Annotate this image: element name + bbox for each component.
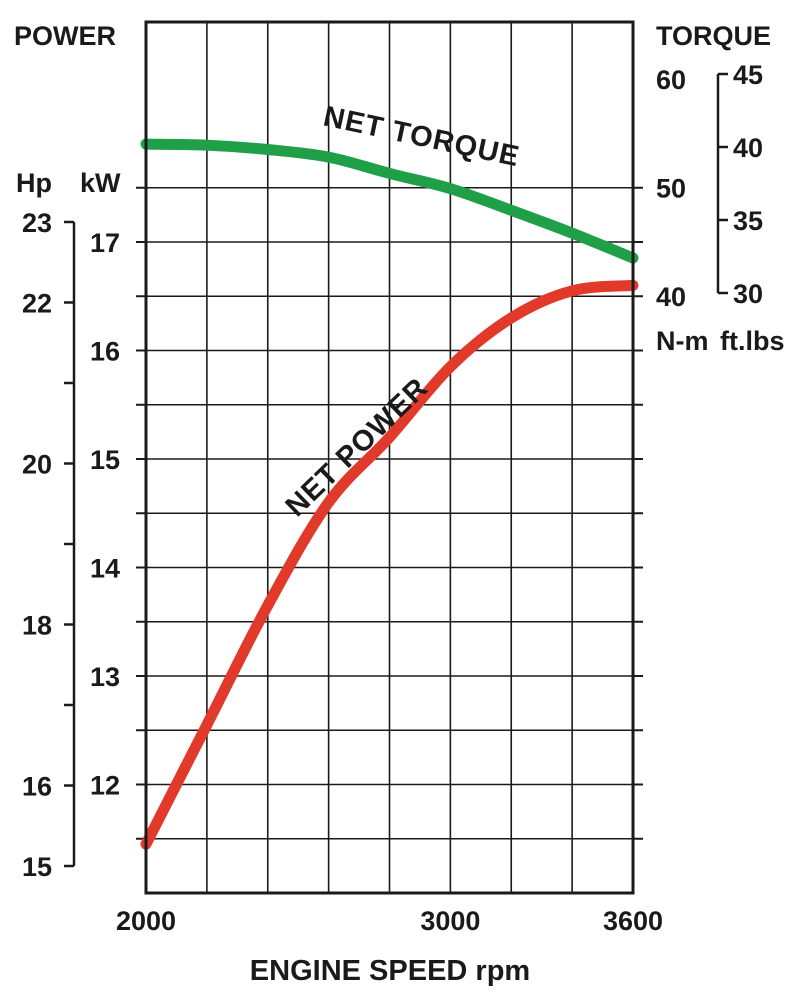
net-power-label: NET POWER — [280, 372, 435, 523]
ftlbs-tick-label: 35 — [733, 206, 763, 236]
hp-tick-label: 15 — [22, 852, 52, 882]
nm-tick-label: 40 — [656, 282, 686, 312]
nm-tick-label: 50 — [656, 174, 686, 204]
x-tick-label: 3000 — [420, 906, 480, 936]
hp-axis-unit: Hp — [16, 168, 52, 198]
torque-axis-title: TORQUE — [656, 21, 771, 51]
power-axis-title: POWER — [14, 21, 116, 51]
kw-tick-label: 14 — [90, 554, 120, 584]
chart-grid — [136, 22, 643, 893]
kw-tick-label: 17 — [90, 228, 120, 258]
x-axis-title: ENGINE SPEED rpm — [250, 955, 530, 987]
ftlbs-tick-label: 30 — [733, 279, 763, 309]
hp-tick-label: 20 — [22, 450, 52, 480]
kw-tick-label: 15 — [90, 445, 120, 475]
tick-labels: 12 13 14 15 16 17 40 50 60 2000 3000 3600 15 16 18 20 22… — [22, 60, 763, 936]
chart-curves — [140, 138, 639, 850]
kw-tick-label: 16 — [90, 337, 120, 367]
hp-tick-label: 22 — [22, 289, 52, 319]
ftlbs-tick-label: 45 — [733, 60, 763, 90]
net-power-line — [140, 279, 639, 850]
hp-tick-label: 18 — [22, 611, 52, 641]
nm-axis-unit: N-m — [656, 326, 709, 356]
kw-axis-unit: kW — [80, 168, 121, 198]
hp-axis — [64, 220, 76, 868]
ftlbs-tick-label: 40 — [733, 133, 763, 163]
ftlbs-axis — [716, 72, 728, 295]
kw-tick-label: 12 — [90, 771, 120, 801]
x-tick-label: 3600 — [603, 906, 663, 936]
hp-tick-label: 16 — [22, 772, 52, 802]
x-tick-label: 2000 — [116, 906, 176, 936]
hp-tick-label: 23 — [22, 208, 52, 238]
ftlbs-axis-unit: ft.lbs — [720, 326, 785, 356]
net-torque-line — [140, 138, 639, 264]
nm-tick-label: 60 — [656, 65, 686, 95]
kw-tick-label: 13 — [90, 662, 120, 692]
plot-frame — [144, 20, 635, 895]
